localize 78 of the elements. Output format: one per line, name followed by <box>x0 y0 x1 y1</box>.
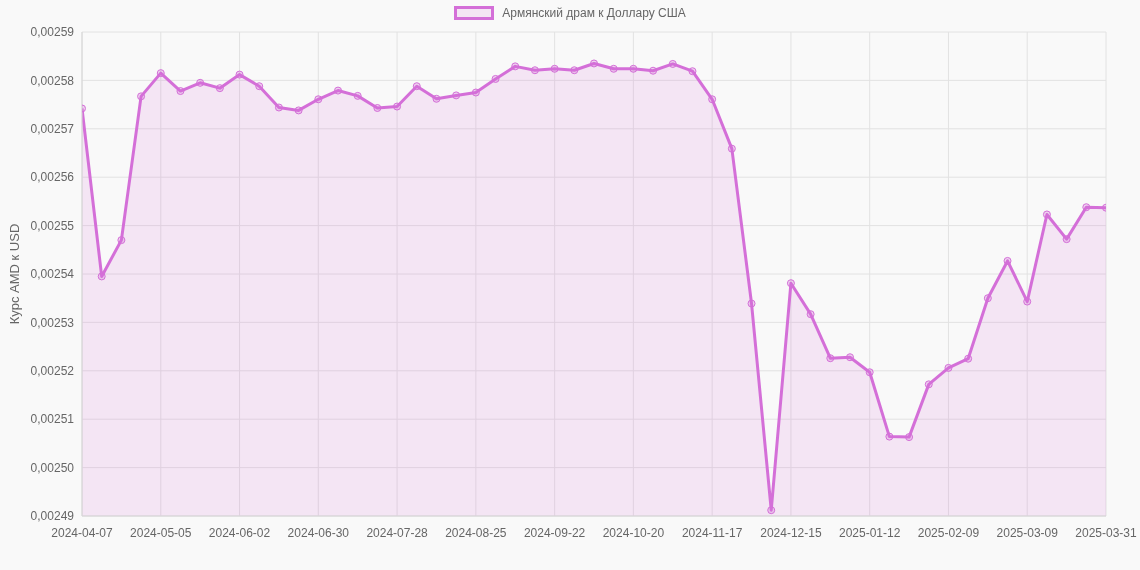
point <box>294 106 303 115</box>
point <box>609 64 618 73</box>
point <box>747 299 756 308</box>
x-tick-label: 2025-03-31 <box>1075 525 1138 540</box>
point <box>590 59 598 68</box>
x-tick-label: 2024-05-05 <box>130 525 192 540</box>
x-tick-label: 2024-09-22 <box>523 525 586 540</box>
y-axis-title: Курс AMD к USD <box>7 223 23 325</box>
y-tick-label: 0,00257 <box>30 122 75 137</box>
point <box>353 91 362 100</box>
y-tick-label: 0,00249 <box>30 509 75 524</box>
x-tick-label: 2025-03-09 <box>996 525 1059 540</box>
y-tick-label: 0,00250 <box>30 460 75 475</box>
point <box>944 363 953 372</box>
y-tick-label: 0,00258 <box>30 73 75 88</box>
point <box>649 66 658 75</box>
point <box>865 368 874 377</box>
point <box>1023 297 1032 306</box>
point <box>491 74 500 83</box>
y-tick-label: 0,00253 <box>30 315 75 330</box>
point <box>373 103 382 112</box>
point <box>550 64 559 73</box>
point <box>708 95 717 104</box>
point <box>471 88 480 97</box>
point <box>235 70 244 79</box>
point <box>629 64 638 73</box>
point <box>885 432 894 441</box>
point <box>137 92 146 101</box>
point <box>176 87 185 96</box>
y-tick-label: 0,00252 <box>30 364 75 379</box>
x-tick-label: 2025-02-09 <box>917 525 980 540</box>
x-tick-label: 2024-06-02 <box>208 525 271 540</box>
point <box>334 86 342 95</box>
y-tick-label: 0,00259 <box>30 25 75 40</box>
point <box>1062 235 1071 244</box>
x-tick-label: 2024-04-07 <box>51 525 114 540</box>
point <box>806 310 815 319</box>
point <box>393 102 402 111</box>
point <box>688 67 697 76</box>
point <box>511 62 520 71</box>
point <box>964 354 973 363</box>
point <box>846 353 854 362</box>
point <box>196 78 205 87</box>
x-tick-label: 2024-08-25 <box>445 525 507 540</box>
x-tick-label: 2024-06-30 <box>287 525 350 540</box>
y-tick-label: 0,00251 <box>30 412 75 427</box>
point <box>905 433 914 442</box>
y-tick-label: 0,00256 <box>30 170 75 185</box>
x-tick-label: 2024-07-28 <box>366 525 429 540</box>
point <box>668 59 677 68</box>
point <box>156 69 165 78</box>
point <box>727 144 736 153</box>
y-tick-label: 0,00254 <box>30 267 75 282</box>
point <box>1042 210 1051 219</box>
point <box>412 82 421 91</box>
point <box>924 380 933 389</box>
x-tick-label: 2024-10-20 <box>602 525 665 540</box>
point <box>767 506 776 515</box>
point <box>117 236 126 245</box>
point <box>530 66 539 75</box>
x-tick-label: 2024-12-15 <box>760 525 822 540</box>
point <box>452 91 461 100</box>
point <box>97 272 106 281</box>
point <box>826 354 835 363</box>
point <box>255 82 264 91</box>
point <box>274 103 283 112</box>
point <box>314 95 323 104</box>
y-tick-label: 0,00255 <box>30 218 75 233</box>
point <box>215 84 224 93</box>
point <box>983 294 992 303</box>
legend-label: Армянский драм к Доллару США <box>502 6 686 20</box>
point <box>1003 256 1012 265</box>
point <box>570 66 579 75</box>
x-tick-label: 2025-01-12 <box>839 525 901 540</box>
x-tick-label: 2024-11-17 <box>681 525 743 540</box>
point <box>432 94 441 103</box>
point <box>1082 203 1091 212</box>
point <box>786 279 795 288</box>
